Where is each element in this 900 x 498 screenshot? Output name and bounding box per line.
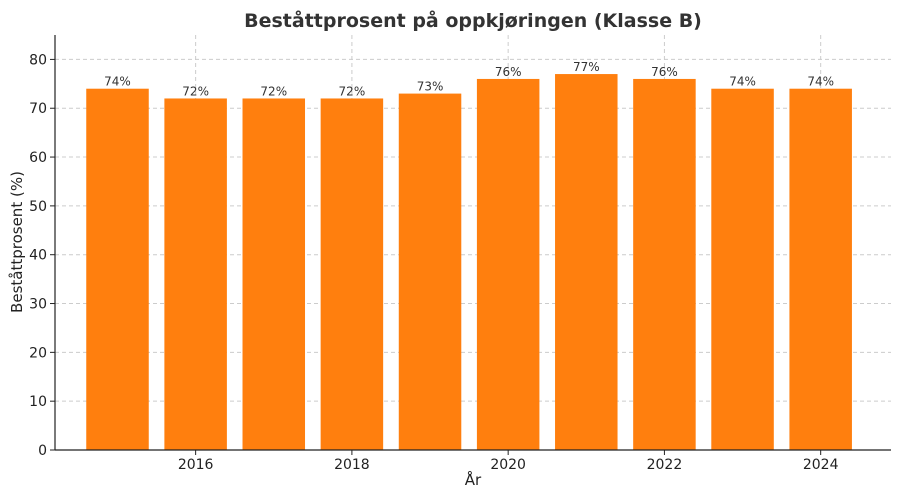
data-label-2018: 72% [339,84,366,98]
data-label-2015: 74% [104,75,131,89]
data-label-2023: 74% [729,75,756,89]
x-tick-label-2016: 2016 [178,457,214,473]
data-label-2021: 77% [573,60,600,74]
x-axis-label: År [465,470,482,489]
bars [86,74,852,451]
data-labels: 74% 72% 72% 72% 73% 76% 77% 76% 74% 74% [104,60,834,98]
y-tick-label-20: 20 [29,345,47,361]
x-tick-label-2018: 2018 [334,457,370,473]
x-tick-label-2022: 2022 [647,457,683,473]
y-tick-label-40: 40 [29,248,47,264]
x-ticks: 2016 2018 2020 2022 2024 [178,450,839,473]
y-tick-label-70: 70 [29,101,47,117]
data-label-2020: 76% [495,65,522,79]
bar-2015 [86,88,149,451]
axes [54,35,891,451]
chart-title: Beståttprosent på oppkjøringen (Klasse B… [244,8,702,32]
x-tick-label-2024: 2024 [803,457,839,473]
bar-2023 [711,88,774,451]
data-label-2017: 72% [260,84,287,98]
data-label-2022: 76% [651,65,678,79]
y-tick-label-50: 50 [29,199,47,215]
bar-2024 [789,88,852,451]
bar-2017 [242,98,306,451]
y-ticks: 0 10 20 30 40 50 60 70 80 [29,52,55,459]
bar-2020 [476,78,540,451]
bar-2021 [555,74,618,450]
y-tick-label-30: 30 [29,297,47,313]
y-tick-label-0: 0 [38,443,47,459]
x-tick-label-2020: 2020 [490,457,526,473]
y-axis-label: Beståttprosent (%) [8,171,26,313]
bar-2018 [320,98,384,451]
y-tick-label-60: 60 [29,150,47,166]
data-label-2024: 74% [807,75,834,89]
data-label-2016: 72% [182,84,209,98]
bar-2016 [164,98,227,451]
data-label-2019: 73% [417,80,444,94]
y-tick-label-10: 10 [29,394,47,410]
y-tick-label-80: 80 [29,52,47,68]
bar-2022 [633,78,696,451]
bar-2019 [398,93,462,451]
